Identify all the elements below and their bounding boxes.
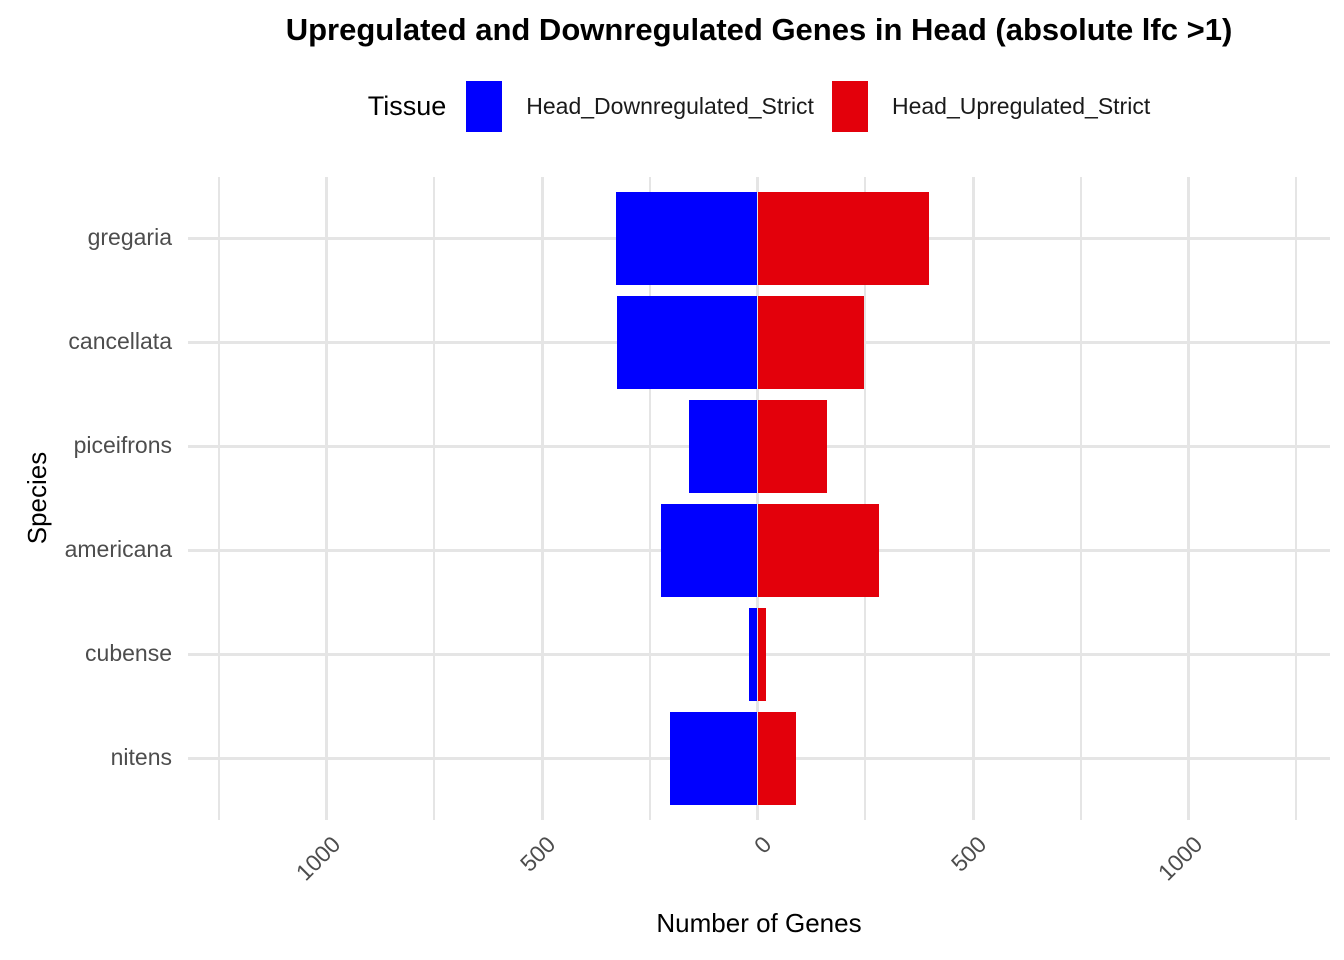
y-tick-label-cancellata: cancellata [68, 328, 172, 355]
major-gridline [756, 177, 759, 820]
chart-title: Upregulated and Downregulated Genes in H… [285, 12, 1233, 47]
minor-gridline [433, 177, 436, 820]
plot-panel [188, 177, 1330, 820]
y-tick-label-nitens: nitens [110, 744, 172, 771]
bar-downregulated-piceifrons [688, 399, 758, 493]
legend-entry-downregulated: Head_Downregulated_Strict [466, 80, 814, 132]
bar-upregulated-cubense [757, 607, 766, 701]
minor-gridline [864, 177, 867, 820]
minor-gridline [1295, 177, 1298, 820]
major-gridline [1187, 177, 1190, 820]
y-tick-label-piceifrons: piceifrons [73, 432, 172, 459]
bar-upregulated-americana [757, 503, 880, 597]
y-tick-label-americana: americana [64, 536, 172, 563]
major-gridline [540, 177, 544, 820]
bar-downregulated-gregaria [616, 191, 758, 285]
bar-upregulated-piceifrons [757, 399, 828, 493]
bar-downregulated-nitens [669, 711, 758, 805]
bar-downregulated-americana [660, 503, 758, 597]
legend-label-downregulated: Head_Downregulated_Strict [526, 92, 814, 119]
legend-label-upregulated: Head_Upregulated_Strict [891, 92, 1151, 119]
y-tick-label-gregaria: gregaria [87, 224, 172, 251]
bar-upregulated-nitens [757, 711, 796, 805]
y-tick-label-cubense: cubense [85, 640, 172, 667]
major-gridline [971, 177, 975, 820]
minor-gridline [217, 177, 220, 820]
bar-downregulated-cubense [749, 607, 758, 701]
legend-swatch-upregulated [831, 80, 868, 132]
bar-upregulated-cancellata [757, 295, 864, 389]
bar-upregulated-gregaria [757, 191, 929, 285]
legend-swatch-downregulated [466, 80, 503, 132]
bar-downregulated-cancellata [616, 295, 758, 389]
major-gridline [325, 177, 328, 820]
minor-gridline [1079, 177, 1082, 820]
legend-title: Tissue [367, 90, 447, 121]
minor-gridline [648, 177, 651, 820]
legend-entry-upregulated: Head_Upregulated_Strict [831, 80, 1151, 132]
x-axis-title: Number of Genes [656, 908, 862, 938]
legend: Tissue Head_Downregulated_Strict Head_Up… [188, 79, 1330, 133]
